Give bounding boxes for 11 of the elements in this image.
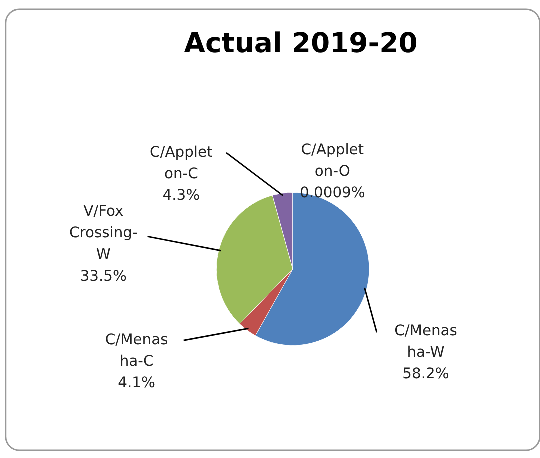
data-label: 4.1% — [118, 374, 156, 392]
data-label: 58.2% — [402, 366, 450, 383]
chart-title: Actual 2019-20 — [184, 28, 418, 60]
data-label: 4.3% — [162, 186, 200, 204]
slice-label: C/Menasha-C — [105, 332, 168, 370]
slice-label: V/Fox Crossing-W — [70, 203, 138, 264]
slice-label: C/Menasha-W — [394, 322, 458, 362]
slice-label: C/Appleton-O — [301, 141, 364, 180]
data-label: 0.0009% — [300, 184, 366, 202]
slice-label: C/Appleton-C — [150, 144, 214, 182]
data-label: 33.5% — [80, 268, 128, 285]
